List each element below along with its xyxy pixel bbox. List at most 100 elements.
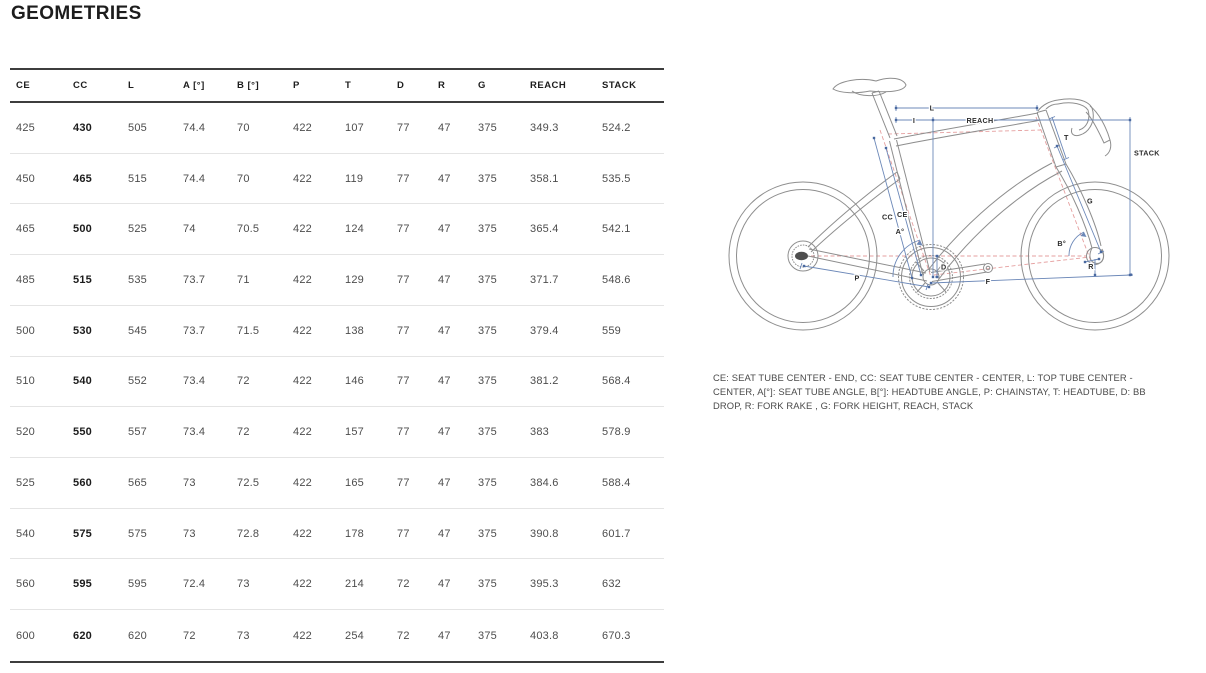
table-cell: 422	[293, 375, 312, 388]
table-cell: 70.5	[237, 223, 260, 236]
bike-geometry-diagram: L I REACH STACK T G CC CE A° B° D P F R	[700, 60, 1206, 370]
table-cell: 525	[128, 223, 147, 236]
geometry-table: CE CC L A [°] B [°] P T D R G REACH STACK 425 430 505…	[10, 68, 664, 663]
table-row: 540 575 575 73 72.8 422 178 77 47 375 390.8 601.7	[10, 509, 664, 560]
table-cell: 77	[397, 426, 410, 439]
table-cell: 505	[128, 121, 147, 134]
table-cell: 74.4	[183, 172, 206, 185]
seat-angle-arc	[892, 239, 921, 278]
table-cell: 465	[16, 223, 35, 236]
table-cell: 565	[128, 476, 147, 489]
bike-diagram-svg: L I REACH STACK T G CC CE A° B° D P F R	[728, 77, 1170, 331]
table-cell: 72	[237, 375, 250, 388]
table-cell: 525	[16, 476, 35, 489]
table-cell: 72	[183, 629, 196, 642]
table-cell: 375	[478, 274, 497, 287]
front-wheel	[1020, 181, 1170, 331]
table-cell: 430	[73, 121, 92, 134]
table-cell: 422	[293, 121, 312, 134]
fork	[1055, 166, 1093, 249]
table-cell: 129	[345, 274, 364, 287]
column-header: R	[438, 80, 446, 91]
table-cell: 77	[397, 476, 410, 489]
table-cell: 524.2	[602, 121, 631, 134]
table-cell: 47	[438, 375, 451, 388]
table-cell: 535	[128, 274, 147, 287]
dimension-labels: L I REACH STACK T G CC CE A° B° D P F R	[853, 102, 1161, 287]
table-cell: 375	[478, 324, 497, 337]
column-header: L	[128, 80, 135, 91]
table-cell: 465	[73, 172, 92, 185]
table-cell: 72.4	[183, 578, 206, 591]
geometry-legend: CE: SEAT TUBE CENTER - END, CC: SEAT TUB…	[713, 372, 1146, 411]
table-cell: 422	[293, 274, 312, 287]
label-f: F	[986, 277, 991, 286]
table-cell: 375	[478, 121, 497, 134]
table-cell: 632	[602, 578, 621, 591]
label-i: I	[913, 116, 915, 125]
table-cell: 588.4	[602, 476, 631, 489]
table-cell: 422	[293, 629, 312, 642]
table-cell: 560	[16, 578, 35, 591]
table-cell: 74	[183, 223, 196, 236]
label-p: P	[854, 274, 859, 283]
handlebar	[1037, 99, 1059, 112]
table-cell: 422	[293, 223, 312, 236]
table-cell: 390.8	[530, 527, 559, 540]
table-cell: 545	[128, 324, 147, 337]
rear-hub	[795, 251, 808, 261]
table-cell: 485	[16, 274, 35, 287]
table-body: 425 430 505 74.4 70 422 107 77 47 375 349.3 524.2 45…	[10, 103, 664, 661]
table-cell: 77	[397, 121, 410, 134]
table-cell: 365.4	[530, 223, 559, 236]
table-cell: 422	[293, 426, 312, 439]
table-cell: 77	[397, 324, 410, 337]
table-cell: 77	[397, 527, 410, 540]
table-cell: 107	[345, 121, 364, 134]
table-cell: 72.5	[237, 476, 260, 489]
table-cell: 77	[397, 172, 410, 185]
table-cell: 557	[128, 426, 147, 439]
label-a-angle: A°	[896, 227, 905, 236]
table-row: 425 430 505 74.4 70 422 107 77 47 375 349.3 524.2	[10, 103, 664, 154]
saddle	[832, 77, 907, 94]
table-cell: 47	[438, 223, 451, 236]
table-cell: 379.4	[530, 324, 559, 337]
column-header: STACK	[602, 80, 637, 91]
table-cell: 578.9	[602, 426, 631, 439]
table-cell: 119	[345, 172, 364, 185]
table-cell: 358.1	[530, 172, 559, 185]
table-cell: 73	[183, 527, 196, 540]
table-cell: 371.7	[530, 274, 559, 287]
table-cell: 72	[397, 629, 410, 642]
table-cell: 214	[345, 578, 364, 591]
table-cell: 138	[345, 324, 364, 337]
label-l: L	[930, 104, 935, 113]
table-cell: 540	[73, 375, 92, 388]
table-cell: 520	[16, 426, 35, 439]
label-t: T	[1064, 133, 1069, 142]
table-cell: 73.7	[183, 324, 206, 337]
table-cell: 620	[73, 629, 92, 642]
table-cell: 146	[345, 375, 364, 388]
table-row: 485 515 535 73.7 71 422 129 77 47 375 371.7 548.6	[10, 255, 664, 306]
column-header: P	[293, 80, 300, 91]
table-cell: 620	[128, 629, 147, 642]
table-cell: 595	[128, 578, 147, 591]
label-stack: STACK	[1134, 149, 1160, 158]
table-cell: 595	[73, 578, 92, 591]
table-cell: 72	[397, 578, 410, 591]
label-g: G	[1087, 197, 1093, 206]
chainring	[898, 244, 964, 310]
dimension-arrows	[916, 232, 1087, 246]
table-cell: 425	[16, 121, 35, 134]
table-cell: 540	[16, 527, 35, 540]
label-cc: CC	[882, 213, 893, 222]
table-cell: 74.4	[183, 121, 206, 134]
table-cell: 375	[478, 629, 497, 642]
table-cell: 542.1	[602, 223, 631, 236]
column-header: G	[478, 80, 486, 91]
dimension-endpoints	[802, 106, 1133, 289]
column-header: REACH	[530, 80, 567, 91]
